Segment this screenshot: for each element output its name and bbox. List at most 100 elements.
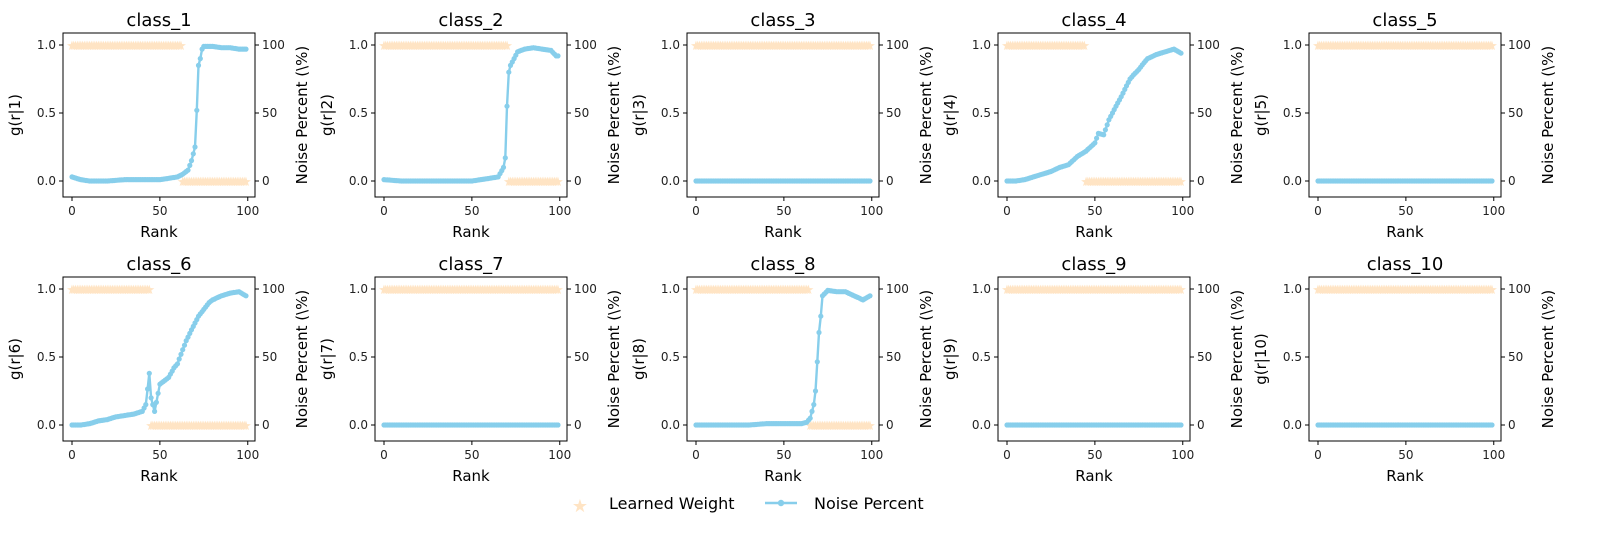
weight-point: ★ [1316, 39, 1328, 54]
weight-point: ★ [512, 175, 524, 190]
weight-point: ★ [1017, 39, 1029, 54]
weight-point: ★ [1451, 283, 1463, 298]
weight-point: ★ [228, 419, 240, 434]
weight-point: ★ [158, 39, 170, 54]
weight-point: ★ [498, 283, 510, 298]
y2-tick-label: 100 [1508, 282, 1531, 296]
weight-point: ★ [1080, 283, 1092, 298]
weight-point: ★ [1066, 283, 1078, 298]
weight-point: ★ [1100, 283, 1112, 298]
weight-point: ★ [238, 419, 250, 434]
weight-point: ★ [191, 419, 203, 434]
weight-point: ★ [1342, 283, 1354, 298]
weight-point: ★ [1402, 39, 1414, 54]
weight-point: ★ [1386, 283, 1398, 298]
weight-point: ★ [831, 39, 843, 54]
weight-point: ★ [1317, 283, 1329, 298]
weight-point: ★ [715, 283, 727, 298]
weight-point: ★ [862, 39, 874, 54]
weight-point: ★ [140, 283, 152, 298]
weight-point: ★ [68, 283, 80, 298]
noise-series [1004, 46, 1184, 184]
weight-point: ★ [515, 175, 527, 190]
weight-point: ★ [434, 39, 446, 54]
weight-point: ★ [748, 39, 760, 54]
weight-point: ★ [536, 175, 548, 190]
weight-point: ★ [184, 175, 196, 190]
weight-point: ★ [1158, 283, 1170, 298]
weight-point: ★ [1351, 283, 1363, 298]
weight-series: ★★★★★★★★★★★★★★★★★★★★★★★★★★★★★★★★★★★★★★★★… [690, 39, 876, 54]
y-tick-label: 0.5 [37, 350, 56, 364]
weight-point: ★ [1084, 283, 1096, 298]
weight-point: ★ [743, 283, 755, 298]
weight-point: ★ [436, 283, 448, 298]
weight-point: ★ [1433, 39, 1445, 54]
weight-point: ★ [1391, 39, 1403, 54]
weight-point: ★ [1312, 39, 1324, 54]
weight-point: ★ [405, 39, 417, 54]
weight-point: ★ [140, 39, 152, 54]
x-axis-label: Rank [452, 223, 490, 241]
weight-point: ★ [724, 283, 736, 298]
weight-point: ★ [221, 175, 233, 190]
weight-point: ★ [1170, 175, 1182, 190]
weight-point: ★ [70, 283, 82, 298]
weight-point: ★ [1108, 283, 1120, 298]
weight-point: ★ [78, 39, 90, 54]
weight-point: ★ [720, 39, 732, 54]
weight-point: ★ [1446, 283, 1458, 298]
weight-point: ★ [505, 175, 517, 190]
weight-point: ★ [1351, 39, 1363, 54]
y2-tick-label: 0 [574, 174, 582, 188]
weight-point: ★ [485, 39, 497, 54]
x-tick-label: 0 [68, 204, 76, 218]
weight-point: ★ [752, 39, 764, 54]
weight-point: ★ [478, 283, 490, 298]
y2-tick-label: 100 [886, 38, 909, 52]
noise-point [812, 388, 819, 394]
weight-point: ★ [794, 39, 806, 54]
y-axis-label: g(r|4) [941, 94, 959, 136]
weight-point: ★ [1024, 39, 1036, 54]
weight-point: ★ [1050, 283, 1062, 298]
weight-point: ★ [861, 419, 873, 434]
y-tick-label: 0.5 [972, 106, 991, 120]
weight-point: ★ [718, 283, 730, 298]
weight-point: ★ [110, 283, 122, 298]
weight-point: ★ [136, 283, 148, 298]
weight-point: ★ [1144, 283, 1156, 298]
weight-point: ★ [834, 419, 846, 434]
weight-point: ★ [170, 39, 182, 54]
weight-point: ★ [1356, 39, 1368, 54]
y2-tick-label: 0 [262, 418, 270, 432]
weight-point: ★ [817, 39, 829, 54]
weight-point: ★ [471, 283, 483, 298]
weight-point: ★ [1486, 39, 1498, 54]
weight-point: ★ [1332, 39, 1344, 54]
weight-point: ★ [1059, 39, 1071, 54]
weight-point: ★ [1156, 175, 1168, 190]
weight-point: ★ [496, 39, 508, 54]
weight-point: ★ [1346, 283, 1358, 298]
weight-point: ★ [226, 175, 238, 190]
weight-point: ★ [1440, 283, 1452, 298]
subplot-title: class_4 [1061, 10, 1126, 31]
weight-point: ★ [187, 175, 199, 190]
weight-point: ★ [1324, 39, 1336, 54]
weight-point: ★ [165, 419, 177, 434]
weight-point: ★ [1360, 283, 1372, 298]
weight-point: ★ [552, 283, 564, 298]
y2-axis-label: Noise Percent (\%) [1228, 290, 1246, 429]
weight-point: ★ [1145, 283, 1157, 298]
noise-point [185, 167, 191, 173]
weight-point: ★ [1412, 283, 1424, 298]
legend-weight-label: Learned Weight [609, 494, 735, 513]
weight-point: ★ [440, 39, 452, 54]
weight-point: ★ [77, 283, 89, 298]
weight-point: ★ [200, 175, 212, 190]
weight-point: ★ [1316, 283, 1328, 298]
weight-point: ★ [540, 283, 552, 298]
y-axis-label: g(r|10) [1252, 333, 1270, 385]
